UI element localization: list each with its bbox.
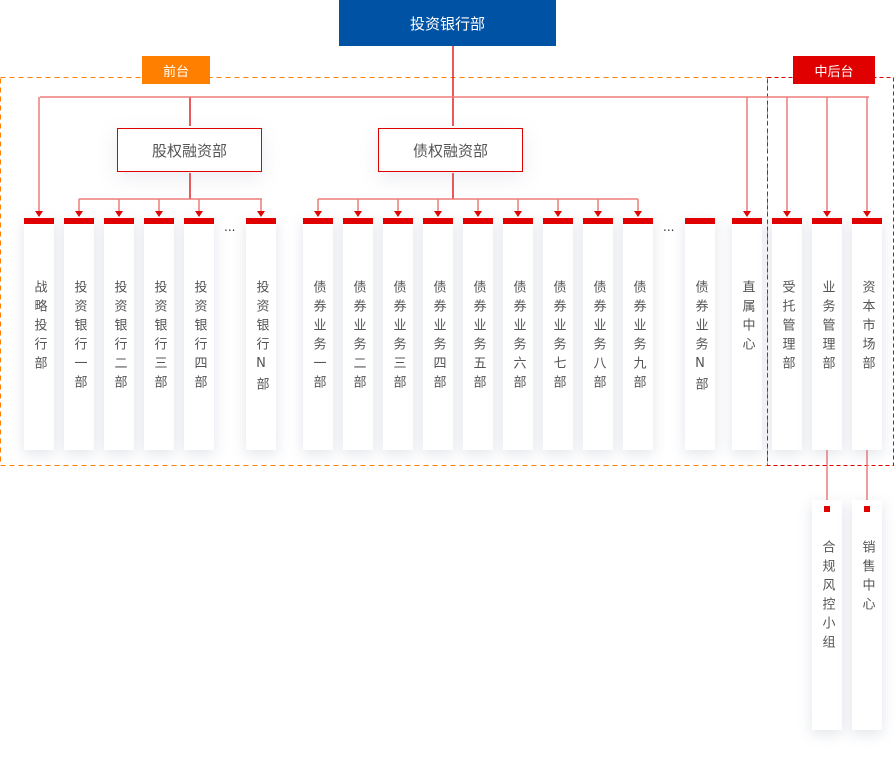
header-bar	[423, 218, 453, 224]
header-bar	[246, 218, 276, 224]
unit-label: 投资银行一部	[71, 280, 87, 394]
arrow-head-icon	[35, 211, 43, 217]
header-bar	[24, 218, 54, 224]
unit-label: 债券业务八部	[590, 280, 606, 394]
unit-label: 债券业务六部	[510, 280, 526, 394]
front-unit: 债券业务六部	[503, 218, 533, 450]
header-bar	[383, 218, 413, 224]
marker-square	[824, 506, 830, 512]
header-bar	[184, 218, 214, 224]
header-bar	[685, 218, 715, 224]
sub-unit: 合规风控小组	[812, 500, 842, 730]
unit-label: 直属中心	[739, 280, 755, 356]
unit-label: 债券业务一部	[310, 280, 326, 394]
front-unit: 债券业务四部	[423, 218, 453, 450]
unit-label: 业务管理部	[819, 280, 835, 375]
unit-label: 销售中心	[859, 540, 875, 616]
header-bar	[732, 218, 762, 224]
arrow-head-icon	[474, 211, 482, 217]
unit-label: 合规风控小组	[819, 540, 835, 654]
unit-label: 债券业务七部	[550, 280, 566, 394]
equity-financing-department: 股权融资部	[117, 128, 262, 172]
front-unit: 战略投行部	[24, 218, 54, 450]
unit-label: 投资银行二部	[111, 280, 127, 394]
back-office-unit: 资本市场部	[852, 218, 882, 450]
header-bar	[104, 218, 134, 224]
header-bar	[463, 218, 493, 224]
header-bar	[623, 218, 653, 224]
unit-label: 资本市场部	[859, 280, 875, 375]
front-unit: 债券业务五部	[463, 218, 493, 450]
arrow-head-icon	[195, 211, 203, 217]
arrow-head-icon	[863, 211, 871, 217]
unit-label: 债券业务五部	[470, 280, 486, 394]
front-unit: 债券业务九部	[623, 218, 653, 450]
arrow-head-icon	[634, 211, 642, 217]
root-department: 投资银行部	[339, 0, 556, 46]
header-bar	[812, 218, 842, 224]
middle-back-office-label: 中后台	[793, 56, 875, 84]
header-bar	[543, 218, 573, 224]
arrow-head-icon	[434, 211, 442, 217]
unit-label: 债券业务九部	[630, 280, 646, 394]
front-unit: 投资银行一部	[64, 218, 94, 450]
front-unit: 投资银行四部	[184, 218, 214, 450]
arrow-head-icon	[354, 211, 362, 217]
arrow-head-icon	[783, 211, 791, 217]
ellipsis-debt: ...	[663, 220, 675, 234]
arrow-head-icon	[394, 211, 402, 217]
marker-square	[864, 506, 870, 512]
header-bar	[503, 218, 533, 224]
front-office-label: 前台	[142, 56, 210, 84]
unit-label: 受托管理部	[779, 280, 795, 375]
front-unit: 债券业务一部	[303, 218, 333, 450]
arrow-head-icon	[823, 211, 831, 217]
back-office-unit: 受托管理部	[772, 218, 802, 450]
front-unit: 投资银行N部	[246, 218, 276, 450]
header-bar	[343, 218, 373, 224]
header-bar	[303, 218, 333, 224]
debt-financing-department: 债权融资部	[378, 128, 523, 172]
unit-label: 投资银行N部	[253, 280, 269, 396]
header-bar	[64, 218, 94, 224]
arrow-head-icon	[514, 211, 522, 217]
header-bar	[852, 218, 882, 224]
unit-label: 债券业务二部	[350, 280, 366, 394]
arrow-head-icon	[257, 211, 265, 217]
front-unit: 债券业务八部	[583, 218, 613, 450]
unit-label: 债券业务N部	[692, 280, 708, 396]
sub-unit: 销售中心	[852, 500, 882, 730]
front-unit: 债券业务七部	[543, 218, 573, 450]
header-bar	[583, 218, 613, 224]
arrow-head-icon	[155, 211, 163, 217]
unit-label: 投资银行三部	[151, 280, 167, 394]
arrow-head-icon	[115, 211, 123, 217]
unit-label: 债券业务四部	[430, 280, 446, 394]
arrow-head-icon	[75, 211, 83, 217]
arrow-head-icon	[554, 211, 562, 217]
arrow-head-icon	[743, 211, 751, 217]
arrow-head-icon	[594, 211, 602, 217]
front-unit: 投资银行三部	[144, 218, 174, 450]
header-bar	[772, 218, 802, 224]
unit-label: 债券业务三部	[390, 280, 406, 394]
back-office-unit: 业务管理部	[812, 218, 842, 450]
front-unit: 直属中心	[732, 218, 762, 450]
front-unit: 债券业务三部	[383, 218, 413, 450]
front-unit: 债券业务二部	[343, 218, 373, 450]
front-unit: 债券业务N部	[685, 218, 715, 450]
front-unit: 投资银行二部	[104, 218, 134, 450]
header-bar	[144, 218, 174, 224]
unit-label: 投资银行四部	[191, 280, 207, 394]
arrow-head-icon	[314, 211, 322, 217]
unit-label: 战略投行部	[31, 280, 47, 375]
ellipsis-equity: ...	[224, 220, 236, 234]
